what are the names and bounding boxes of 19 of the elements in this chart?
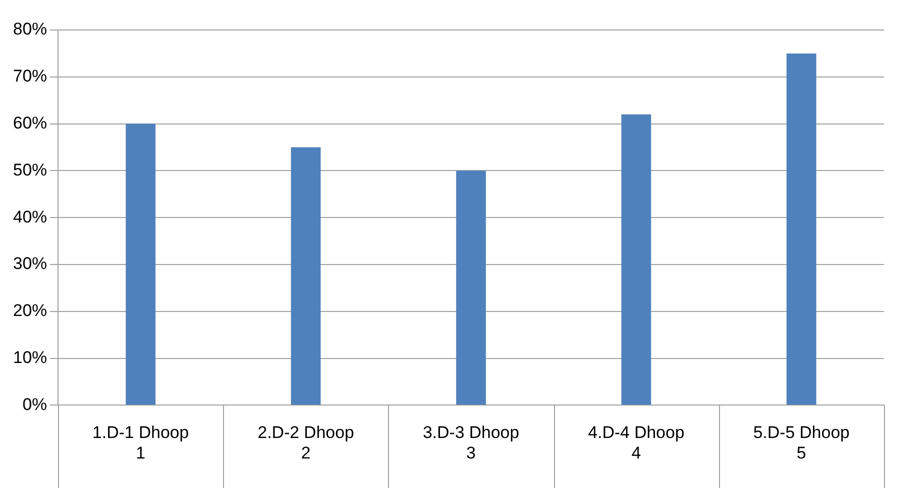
bar (126, 124, 156, 405)
y-tick-label: 30% (12, 254, 48, 274)
y-tick-label: 50% (12, 160, 48, 180)
bar (621, 114, 652, 405)
x-tick-label: 1.D-1 Dhoop 1 (92, 423, 189, 462)
y-tick-label: 80% (12, 20, 48, 39)
x-tick-label: 5.D-5 Dhoop 5 (753, 423, 850, 462)
y-tick-label: 10% (12, 348, 48, 367)
y-tick-label: 40% (12, 207, 48, 226)
y-tick-label: 70% (12, 66, 48, 86)
x-tick-label: 2.D-2 Dhoop 2 (258, 423, 354, 462)
y-tick-label: 0% (22, 394, 48, 414)
bar (786, 53, 816, 405)
bar (456, 170, 486, 405)
x-tick-label: 4.D-4 Dhoop 4 (588, 423, 684, 462)
x-tick-label: 3.D-3 Dhoop 3 (422, 423, 520, 462)
y-tick-label: 20% (12, 301, 48, 320)
y-tick-label: 60% (12, 113, 48, 132)
bar (290, 147, 321, 405)
